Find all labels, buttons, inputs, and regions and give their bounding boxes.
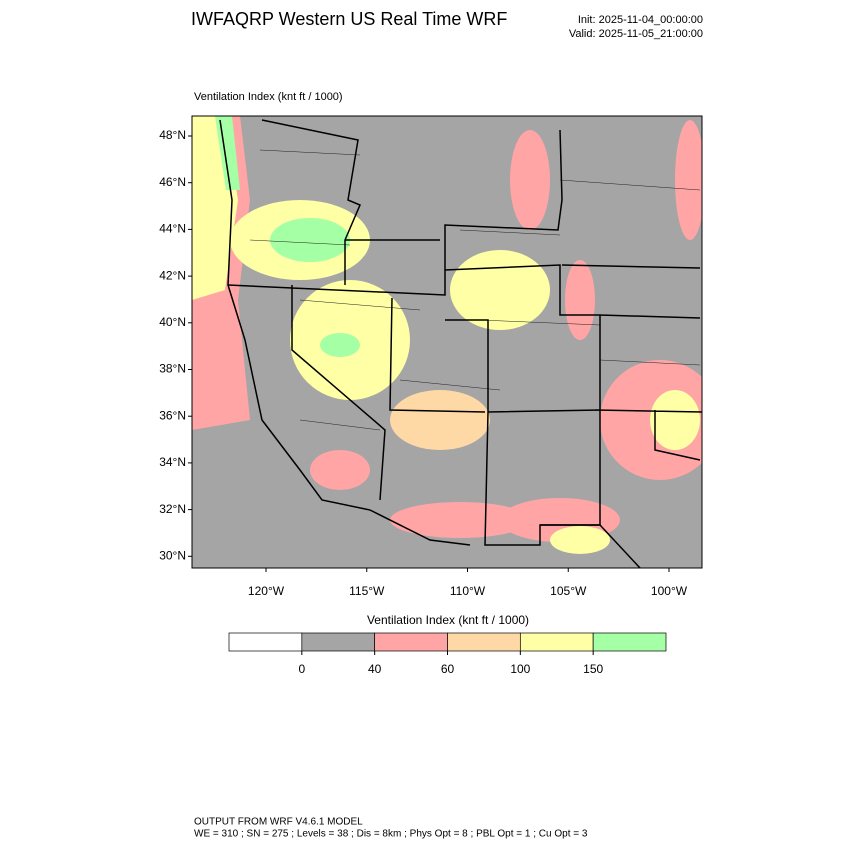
colorbar-label: 100 <box>510 662 530 676</box>
field-blob <box>550 526 610 554</box>
colorbar-title: Ventilation Index (knt ft / 1000) <box>367 613 529 627</box>
init-time: Init: 2025-11-04_00:00:00 <box>578 14 703 26</box>
lat-label: 46°N <box>159 175 186 189</box>
map-title: Ventilation Index (knt ft / 1000) <box>194 91 343 103</box>
lon-labels: 120°W 115°W 110°W 105°W 100°W <box>248 568 688 598</box>
lon-label: 105°W <box>550 584 587 598</box>
state-lines <box>227 119 702 546</box>
field-blob <box>650 390 700 450</box>
field-blob <box>270 218 350 262</box>
field-blob <box>390 502 530 538</box>
colorbar-box <box>228 632 303 652</box>
valid-time: Valid: 2025-11-05_21:00:00 <box>569 28 703 40</box>
colorbar-box <box>301 632 376 652</box>
lat-label: 32°N <box>159 502 186 516</box>
lat-label: 34°N <box>159 455 186 469</box>
border <box>369 509 641 568</box>
colorbar-label: 60 <box>441 662 455 676</box>
field-blob <box>390 390 490 450</box>
map-frame <box>191 115 703 569</box>
county-lines <box>249 149 701 431</box>
field-blob <box>565 260 595 340</box>
colorbar-box <box>447 632 521 652</box>
footer-line: WE = 310 ; SN = 275 ; Levels = 38 ; Dis … <box>194 829 588 840</box>
map <box>191 115 703 569</box>
field-blob <box>310 450 370 490</box>
colorbar-box <box>592 632 667 652</box>
lon-label: 115°W <box>349 584 385 598</box>
footer-line: OUTPUT FROM WRF V4.6.1 MODEL <box>194 817 363 828</box>
colorbar: 0 40 60 100 150 <box>228 632 667 676</box>
lat-label: 30°N <box>159 548 186 562</box>
title: IWFAQRP Western US Real Time WRF <box>191 9 507 29</box>
field-blob <box>510 130 550 230</box>
lat-labels: 48°N 46°N 44°N 42°N 40°N 38°N 36°N 34°N 32°N 30°N <box>159 128 192 562</box>
coastline <box>219 119 371 511</box>
field-blob <box>215 116 240 190</box>
colorbar-box <box>374 632 448 652</box>
lat-label: 42°N <box>159 268 186 282</box>
lon-label: 100°W <box>651 584 688 598</box>
field-blob <box>320 333 360 357</box>
lat-label: 40°N <box>159 315 186 329</box>
lon-label: 120°W <box>248 584 285 598</box>
lat-label: 36°N <box>159 408 186 422</box>
field-blob <box>450 250 550 330</box>
lon-label: 110°W <box>450 584 486 598</box>
field-blob <box>675 120 702 240</box>
colorbar-label: 0 <box>298 662 305 676</box>
lat-label: 48°N <box>159 128 186 142</box>
colorbar-label: 150 <box>583 662 603 676</box>
lat-label: 44°N <box>159 222 186 236</box>
colorbar-box <box>519 632 594 652</box>
map-field <box>192 116 702 568</box>
lat-label: 38°N <box>159 362 186 376</box>
colorbar-label: 40 <box>368 662 382 676</box>
